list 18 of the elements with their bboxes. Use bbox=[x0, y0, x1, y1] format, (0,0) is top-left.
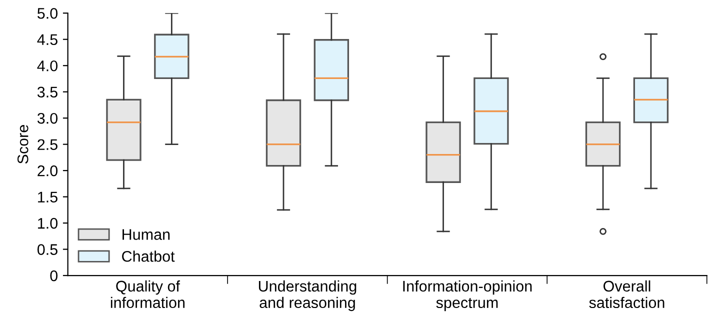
y-tick-label: 5.0 bbox=[37, 8, 58, 19]
legend-label: Human bbox=[122, 229, 170, 240]
y-tick-label: 0.5 bbox=[37, 244, 58, 255]
legend-label: Chatbot bbox=[122, 250, 175, 262]
y-tick-label: 3.5 bbox=[37, 86, 58, 98]
y-tick-label: 4.0 bbox=[37, 60, 58, 72]
x-tick-label: Information-opinion spectrum bbox=[403, 280, 532, 312]
y-tick-label: 0 bbox=[50, 270, 58, 282]
y-tick-label: 2.0 bbox=[38, 165, 58, 176]
x-tick-label: Quality of information bbox=[110, 280, 185, 308]
y-tick-label: 1.0 bbox=[38, 218, 58, 229]
y-tick-label: 1.5 bbox=[38, 192, 58, 202]
y-axis-title: Score bbox=[17, 125, 28, 164]
y-tick-label: 3.0 bbox=[37, 112, 58, 124]
y-tick-label: 4.5 bbox=[37, 34, 58, 46]
x-tick-label: Overall satisfaction bbox=[589, 280, 664, 308]
x-tick-label: Understanding and reasoning bbox=[258, 280, 356, 312]
y-tick-label: 2.5 bbox=[38, 139, 58, 150]
